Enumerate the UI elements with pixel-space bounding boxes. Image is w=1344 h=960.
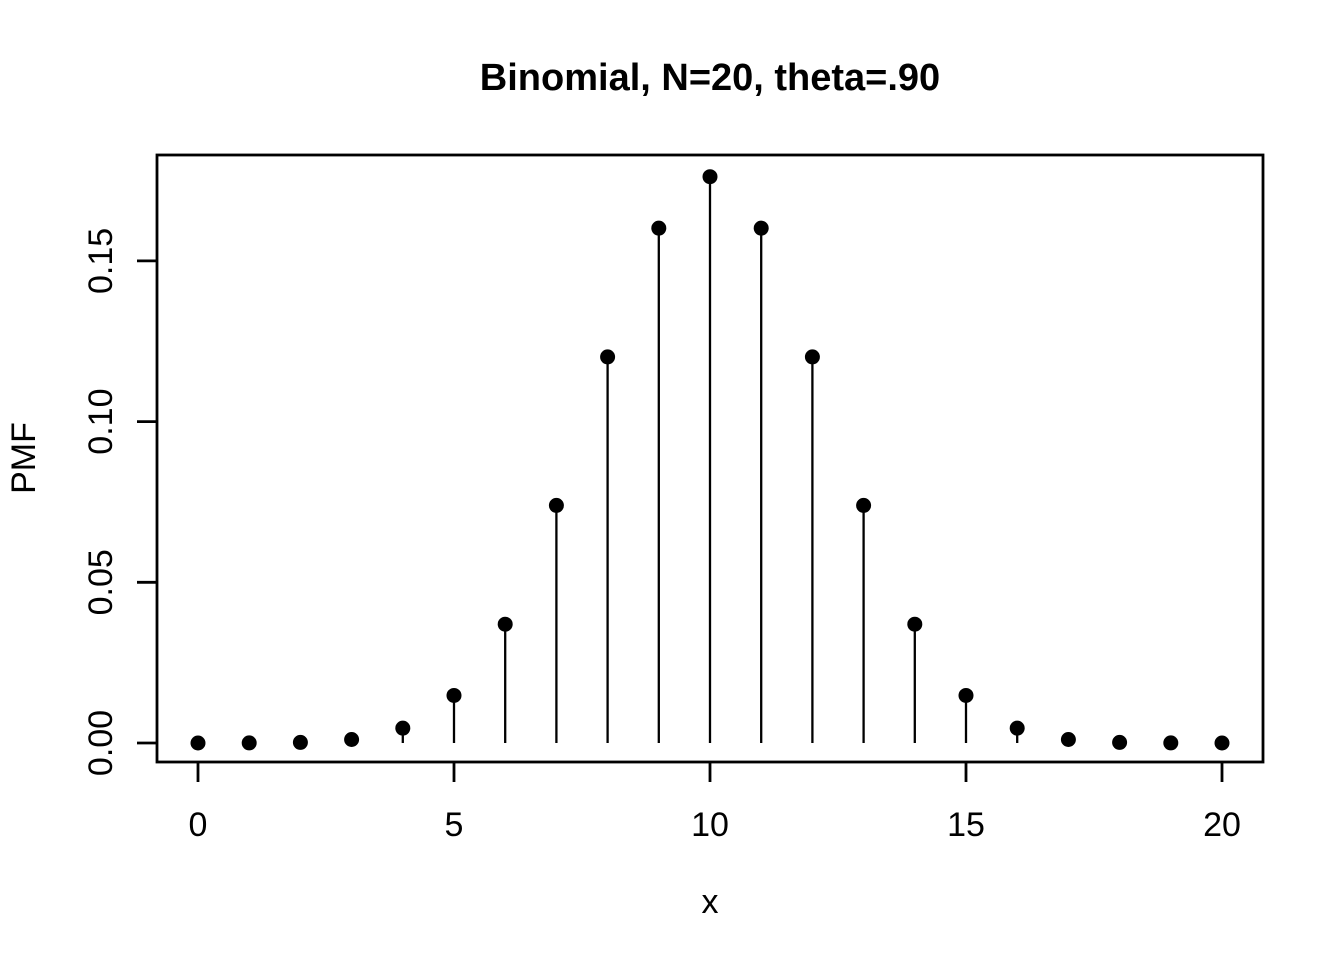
x-tick-label: 5 [445, 806, 464, 844]
x-axis-label: x [702, 883, 719, 921]
data-point [600, 349, 616, 365]
y-tick-label: 0.15 [82, 228, 120, 294]
data-point [395, 720, 411, 736]
chart-title: Binomial, N=20, theta=.90 [480, 57, 940, 99]
data-point [292, 734, 308, 750]
y-axis-label: PMF [5, 422, 43, 494]
plot-layer: 0 5 10 15 20 0.00 0.05 0.10 0.15 [82, 153, 1265, 844]
y-tick-label: 0.00 [82, 710, 120, 776]
data-point [702, 169, 718, 185]
data-point [856, 497, 872, 513]
data-point [1214, 735, 1230, 751]
data-point [190, 735, 206, 751]
data-point [753, 220, 769, 236]
data-point [907, 616, 923, 632]
data-point [497, 616, 513, 632]
x-tick-label: 15 [947, 806, 985, 844]
data-point [1009, 720, 1025, 736]
y-tick-label: 0.05 [82, 549, 120, 615]
data-point [548, 497, 564, 513]
data-point [958, 687, 974, 703]
data-point [1163, 735, 1179, 751]
data-point [446, 687, 462, 703]
data-point [804, 349, 820, 365]
data-point [344, 731, 360, 747]
data-point [241, 735, 257, 751]
y-tick-label: 0.10 [82, 389, 120, 455]
x-tick-label: 0 [189, 806, 208, 844]
x-tick-label: 10 [691, 806, 729, 844]
data-point [1060, 731, 1076, 747]
data-point [651, 220, 667, 236]
data-point [1112, 734, 1128, 750]
x-tick-label: 20 [1203, 806, 1241, 844]
